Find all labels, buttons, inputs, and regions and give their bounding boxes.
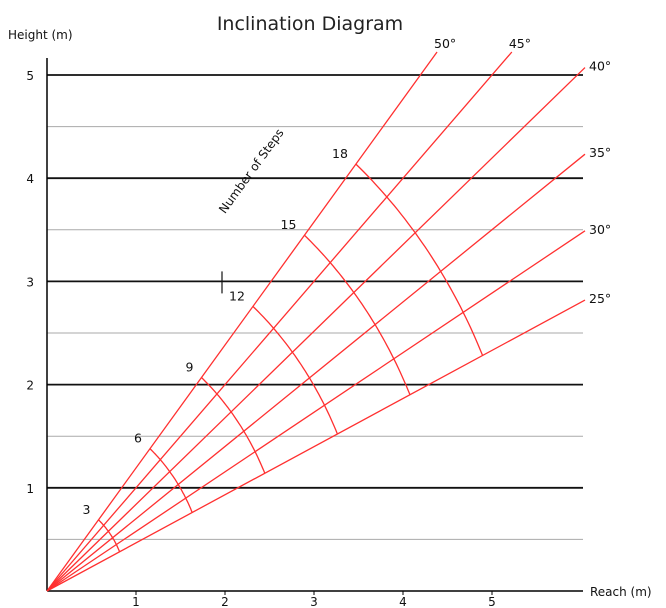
y-tick-label: 1 [26, 482, 34, 496]
y-tick-label: 4 [26, 172, 34, 186]
step-label: 3 [83, 502, 91, 517]
step-arc-9 [201, 377, 266, 474]
inclination-ray-40 [46, 67, 586, 592]
x-tick-label: 3 [310, 595, 318, 608]
angle-labels: 25° 30° 35° 40° 45° 50° [434, 36, 611, 306]
step-arc-3 [98, 519, 121, 552]
angle-label: 30° [589, 222, 611, 237]
major-gridlines [47, 74, 583, 489]
minor-gridlines [47, 126, 583, 540]
inclination-ray-35 [46, 153, 586, 592]
x-tick-label: 4 [399, 595, 407, 608]
step-label: 12 [229, 288, 245, 303]
y-tick-label: 2 [26, 379, 34, 393]
inclination-ray-25 [46, 299, 586, 592]
axes [46, 58, 583, 592]
x-tick-label: 5 [488, 595, 496, 608]
angle-label: 45° [509, 36, 531, 51]
step-label: 18 [332, 146, 348, 161]
angle-label: 40° [589, 59, 611, 74]
y-tick-label: 5 [26, 69, 34, 83]
inclination-rays [46, 51, 586, 592]
inclination-ray-30 [46, 230, 586, 592]
step-arc-6 [149, 448, 193, 513]
inclination-ray-45 [46, 51, 513, 592]
angle-label: 25° [589, 291, 611, 306]
y-axis-label: Height (m) [8, 28, 73, 42]
step-arcs [98, 163, 484, 552]
x-tick-label: 2 [221, 595, 229, 608]
inclination-ray-50 [46, 51, 438, 592]
step-arc-12 [252, 305, 339, 435]
y-tick-label: 3 [26, 275, 34, 289]
x-tick-labels: 1 2 3 4 5 [132, 591, 496, 608]
step-label: 9 [186, 360, 194, 375]
chart-title: Inclination Diagram [217, 13, 403, 35]
x-tick-label: 1 [132, 595, 140, 608]
number-of-steps-caption: Number of Steps [216, 126, 287, 216]
step-labels: 3 6 9 12 15 18 [83, 146, 348, 517]
angle-label: 50° [434, 36, 456, 51]
step-arc-15 [303, 234, 411, 395]
step-label: 6 [134, 431, 142, 446]
angle-label: 35° [589, 145, 611, 160]
step-arc-18 [355, 163, 484, 356]
y-tick-labels: 1 2 3 4 5 [26, 69, 34, 496]
step-label: 15 [281, 217, 297, 232]
x-axis-label: Reach (m) [590, 585, 652, 599]
